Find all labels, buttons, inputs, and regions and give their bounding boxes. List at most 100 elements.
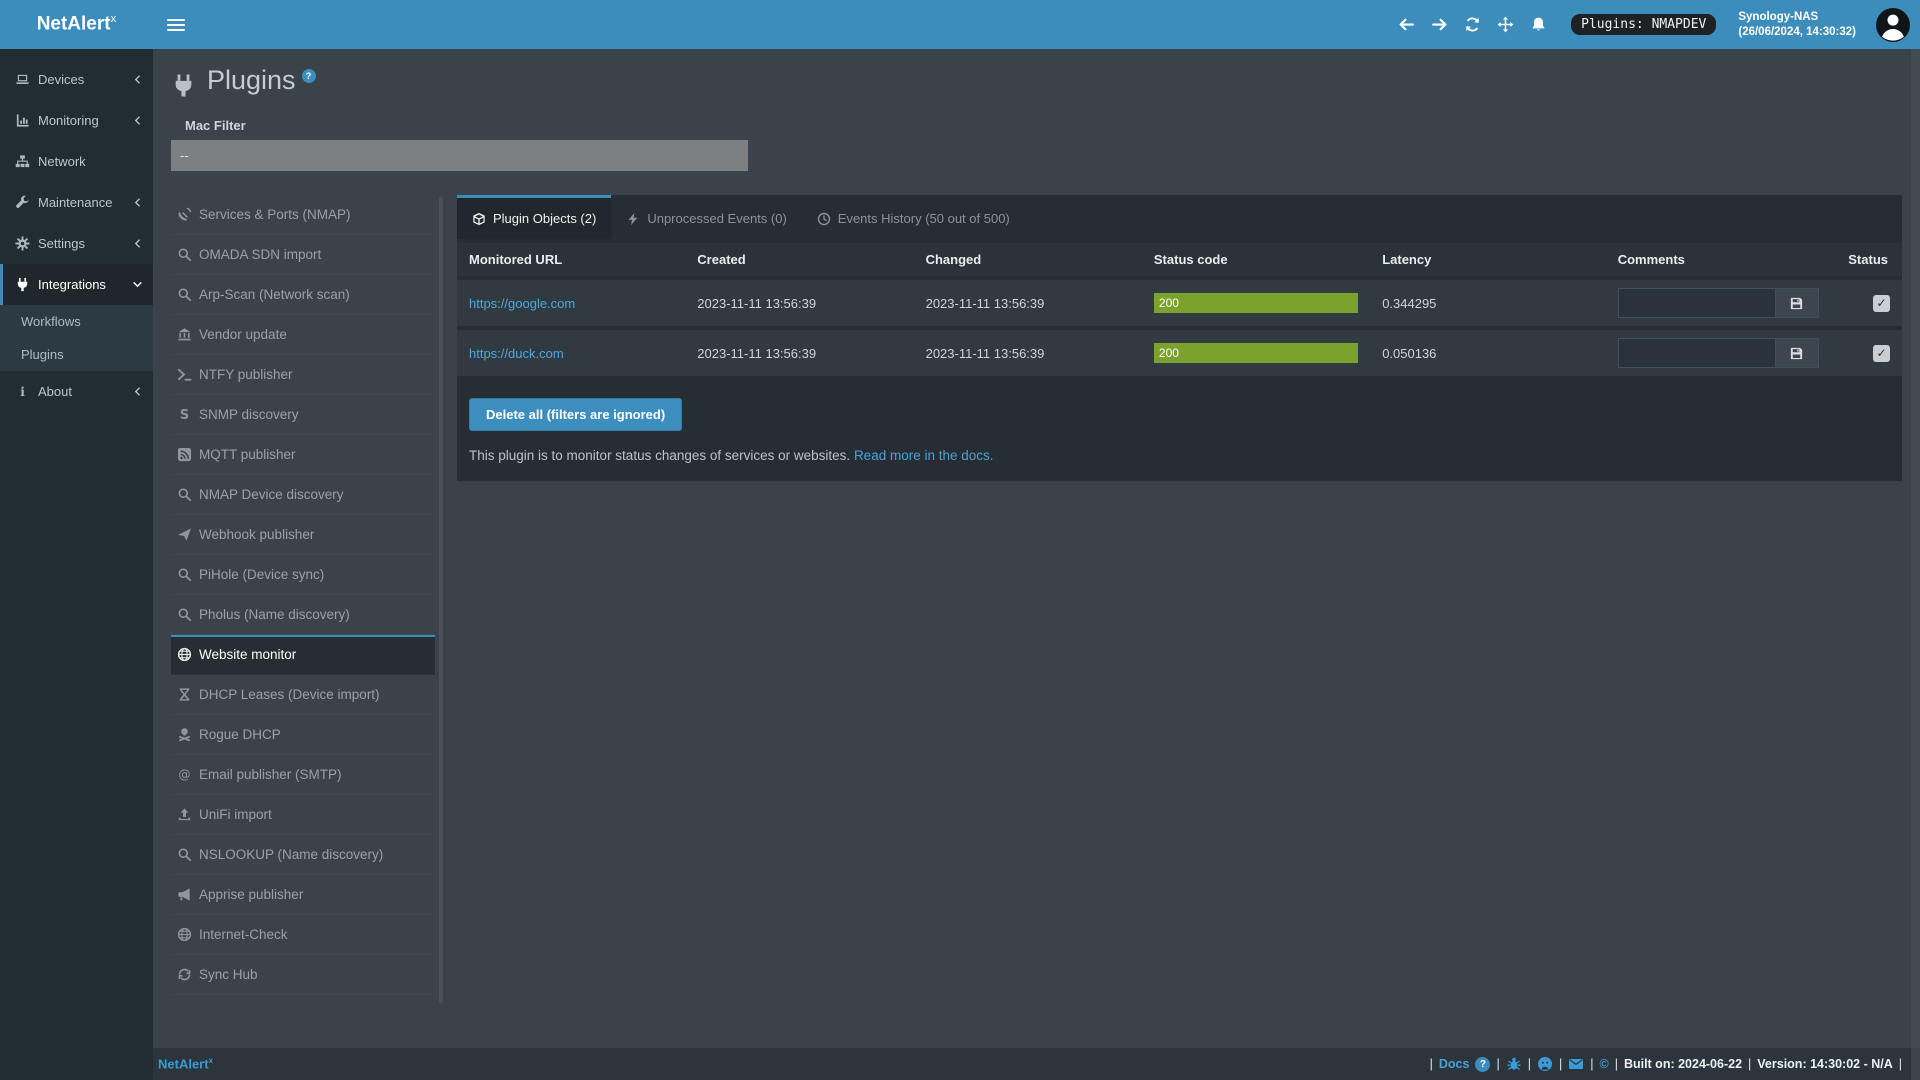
tab[interactable]: Unprocessed Events (0) [611, 195, 801, 239]
plugin-list-item[interactable]: NSLOOKUP (Name discovery) [171, 835, 435, 875]
plugin-list-item[interactable]: NMAP Device discovery [171, 475, 435, 515]
plugin-icon [177, 647, 192, 662]
plugin-list-item[interactable]: DHCP Leases (Device import) [171, 675, 435, 715]
plugin-label: SNMP discovery [199, 407, 299, 422]
sidebar-item[interactable]: Settings [0, 223, 153, 264]
github-icon[interactable] [1537, 1056, 1553, 1072]
tab[interactable]: Plugin Objects (2) [457, 195, 612, 239]
device-name: Synology-NAS [1738, 10, 1819, 23]
plugin-list-item[interactable]: Sync Hub [171, 955, 435, 995]
latency-cell: 0.050136 [1370, 330, 1606, 376]
column-header: Latency [1370, 243, 1606, 276]
tab[interactable]: Events History (50 out of 500) [802, 195, 1025, 239]
docs-help-icon[interactable]: ? [1475, 1056, 1491, 1072]
monitored-url-link[interactable]: https://duck.com [469, 345, 564, 361]
mac-filter-input[interactable] [171, 140, 748, 171]
status-checkbox[interactable] [1873, 344, 1890, 362]
plugin-list-item[interactable]: UniFi import [171, 795, 435, 835]
tab-icon [817, 212, 831, 226]
save-icon [1789, 346, 1804, 361]
tab-label: Events History (50 out of 500) [837, 211, 1010, 226]
forward-icon[interactable] [1431, 16, 1448, 33]
delete-all-button[interactable]: Delete all (filters are ignored) [469, 398, 683, 431]
svg-text:@: @ [178, 768, 190, 782]
sidebar-item-icon [15, 236, 30, 251]
plugin-list-item[interactable]: Rogue DHCP [171, 715, 435, 755]
read-docs-link[interactable]: Read more in the docs. [853, 448, 994, 463]
separator: | [1590, 1057, 1594, 1071]
status-code-bar: 200 [1153, 343, 1359, 363]
plugin-list-item[interactable]: Vendor update [171, 315, 435, 355]
plugin-detail-panel: Plugin Objects (2) Unprocessed Events (0… [457, 195, 1902, 481]
monitored-url-link[interactable]: https://google.com [469, 295, 576, 311]
refresh-icon[interactable] [1464, 16, 1481, 33]
sidebar-item-label: About [38, 384, 72, 399]
back-icon[interactable] [1398, 16, 1415, 33]
plugin-label: NTFY publisher [199, 367, 293, 382]
docs-link[interactable]: Docs [1438, 1057, 1470, 1071]
sidebar-item-label: Settings [38, 236, 85, 251]
plugin-list-item[interactable]: NTFY publisher [171, 355, 435, 395]
bug-report-icon[interactable] [1506, 1056, 1522, 1072]
sidebar-toggle-icon[interactable] [167, 18, 185, 31]
column-header-label: Latency [1382, 252, 1432, 267]
separator: | [1527, 1057, 1531, 1071]
plugin-list-item[interactable]: Apprise publisher [171, 875, 435, 915]
chevron-icon [132, 74, 143, 85]
running-plugin-badge[interactable]: Plugins: NMAPDEV [1571, 14, 1717, 35]
column-header: Created [685, 243, 914, 276]
save-comment-button[interactable] [1775, 338, 1819, 368]
plugin-list-item[interactable]: @ Email publisher (SMTP) [171, 755, 435, 795]
plugin-icon [177, 207, 192, 222]
copyright-link[interactable]: © [1599, 1057, 1609, 1071]
sidebar-item-icon [15, 72, 30, 87]
submenu-item[interactable]: Workflows [0, 305, 153, 338]
plugin-label: Website monitor [199, 647, 297, 662]
email-icon[interactable] [1568, 1056, 1584, 1072]
plugin-icon [177, 287, 192, 302]
plugin-list-item[interactable]: PiHole (Device sync) [171, 555, 435, 595]
submenu-item-label: Workflows [21, 314, 81, 329]
plugin-icon [177, 887, 192, 902]
sidebar-item-icon: i [15, 384, 30, 399]
brand-logo[interactable]: NetAlertx [0, 0, 153, 49]
user-avatar[interactable] [1876, 7, 1910, 42]
notifications-bell-icon[interactable] [1530, 16, 1547, 33]
plugin-list-item[interactable]: Arp-Scan (Network scan) [171, 275, 435, 315]
save-comment-button[interactable] [1775, 288, 1819, 318]
plugin-label: Arp-Scan (Network scan) [199, 287, 350, 302]
plugin-list-item[interactable]: Pholus (Name discovery) [171, 595, 435, 635]
plugin-icon [177, 327, 192, 342]
comment-input[interactable] [1617, 338, 1776, 368]
column-header-label: Created [697, 252, 746, 267]
sidebar-item[interactable]: i About [0, 371, 153, 412]
sidebar-item[interactable]: Monitoring [0, 100, 153, 141]
plugin-list-scrollbar[interactable] [439, 197, 443, 1003]
submenu-item-label: Plugins [21, 347, 64, 362]
plugin-label: Services & Ports (NMAP) [199, 207, 351, 222]
comment-input[interactable] [1617, 288, 1776, 318]
plugin-list-item[interactable]: Webhook publisher [171, 515, 435, 555]
plugin-label: Webhook publisher [199, 527, 315, 542]
content-area: Plugins ? Mac Filter Services & Ports (N… [153, 49, 1920, 1048]
submenu-item[interactable]: Plugins [0, 338, 153, 371]
page-scrollbar[interactable] [1911, 49, 1920, 1080]
chevron-icon [132, 279, 143, 290]
plugin-list-item[interactable]: Internet-Check [171, 915, 435, 955]
plugin-list-item[interactable]: MQTT publisher [171, 435, 435, 475]
footer-brand[interactable]: NetAlertx [158, 1056, 213, 1072]
separator: | [1748, 1057, 1752, 1071]
plugin-icon [177, 367, 192, 382]
sidebar-item[interactable]: Integrations [0, 264, 153, 305]
plugin-list-item[interactable]: S SNMP discovery [171, 395, 435, 435]
fullscreen-move-icon[interactable] [1497, 16, 1514, 33]
status-checkbox[interactable] [1873, 294, 1890, 312]
plugin-list-item[interactable]: OMADA SDN import [171, 235, 435, 275]
plugin-list-item[interactable]: Services & Ports (NMAP) [171, 195, 435, 235]
sidebar-item[interactable]: Network [0, 141, 153, 182]
help-icon[interactable]: ? [301, 69, 316, 83]
table-body: https://google.com 2023-11-11 13:56:39 2… [457, 280, 1902, 376]
sidebar-item[interactable]: Devices [0, 59, 153, 100]
sidebar-item[interactable]: Maintenance [0, 182, 153, 223]
plugin-list-item[interactable]: Website monitor [171, 635, 435, 675]
